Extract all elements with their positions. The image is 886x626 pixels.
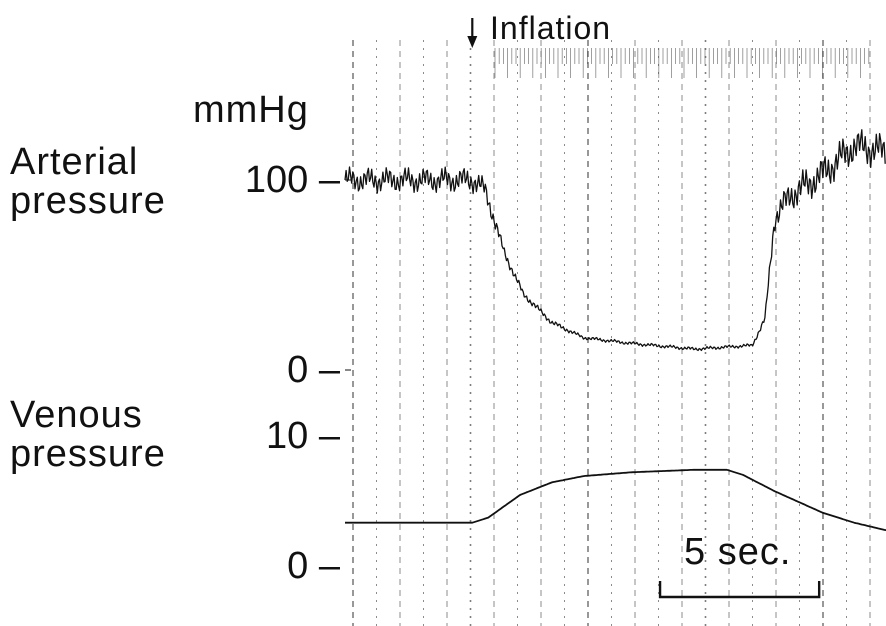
venous-axis-label-line2: pressure: [10, 433, 166, 475]
unit-label: mmHg: [193, 89, 309, 131]
arterial-axis-label-line1: Arterial: [10, 141, 139, 183]
arterial-pressure-trace: [344, 129, 886, 352]
inflation-arrow-head: [467, 36, 478, 48]
venous-tick-10: 10 –: [266, 415, 340, 457]
arterial-tick-100: 100 –: [244, 159, 340, 201]
scale-bar: [658, 581, 821, 599]
venous-pressure-trace: [345, 468, 886, 532]
venous-axis-label-line1: Venous: [10, 394, 143, 436]
scale-bar-label: 5 sec.: [684, 531, 792, 573]
arterial-axis-label-line2: pressure: [10, 180, 166, 222]
inflation-label: Inflation: [490, 10, 612, 46]
arterial-tick-0: 0 –: [287, 349, 340, 391]
venous-tick-0: 0 –: [287, 545, 340, 587]
